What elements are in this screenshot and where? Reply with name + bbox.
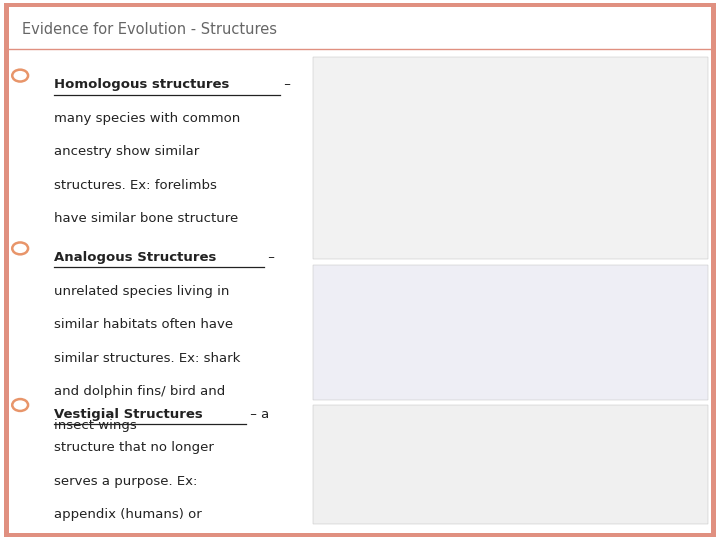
- Text: –: –: [280, 78, 291, 91]
- Bar: [313, 57, 708, 259]
- Bar: [313, 265, 708, 400]
- Text: Vestigial Structures: Vestigial Structures: [54, 408, 203, 421]
- Text: Analogous Structures: Analogous Structures: [54, 251, 217, 264]
- Text: insect wings: insect wings: [54, 418, 137, 431]
- Bar: [4, 533, 716, 537]
- Text: Homologous structures: Homologous structures: [54, 78, 230, 91]
- Text: have similar bone structure: have similar bone structure: [54, 212, 238, 225]
- Text: ancestry show similar: ancestry show similar: [54, 145, 199, 158]
- Text: unrelated species living in: unrelated species living in: [54, 285, 230, 298]
- Text: Evidence for Evolution - Structures: Evidence for Evolution - Structures: [22, 22, 276, 37]
- Bar: [711, 3, 716, 537]
- Text: many species with common: many species with common: [54, 112, 240, 125]
- Text: appendix (humans) or: appendix (humans) or: [54, 508, 202, 521]
- Text: similar structures. Ex: shark: similar structures. Ex: shark: [54, 352, 240, 365]
- Text: structure that no longer: structure that no longer: [54, 441, 214, 454]
- Text: – a: – a: [246, 408, 269, 421]
- Text: and dolphin fins/ bird and: and dolphin fins/ bird and: [54, 385, 225, 398]
- Text: serves a purpose. Ex:: serves a purpose. Ex:: [54, 475, 197, 488]
- Text: similar habitats often have: similar habitats often have: [54, 318, 233, 331]
- Text: –: –: [264, 251, 274, 264]
- Bar: [4, 3, 716, 7]
- Bar: [4, 3, 9, 537]
- Text: structures. Ex: forelimbs: structures. Ex: forelimbs: [54, 179, 217, 192]
- Bar: [313, 405, 708, 524]
